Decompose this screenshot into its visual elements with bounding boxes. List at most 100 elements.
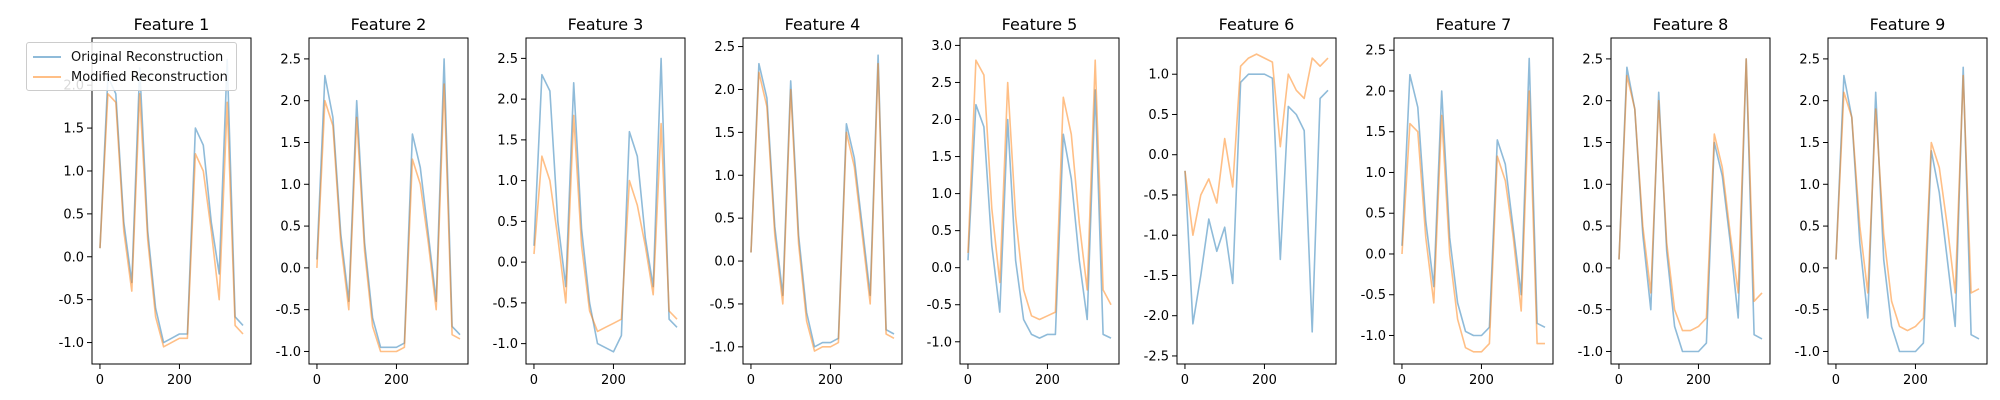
panel-7-ytick-label-5: 1.5 [1365, 125, 1386, 140]
panel-2-ytick-label-6: 2.0 [280, 94, 301, 109]
panel-3-ytick-label-4: 1.0 [497, 174, 518, 189]
panel-4-ytick-label-0: -1.0 [710, 340, 735, 355]
panel-4-ytick-label-6: 2.0 [714, 83, 735, 98]
panel-6-ytick-label-7: 1.0 [1148, 68, 1169, 83]
panel-6-ytick-label-6: 0.5 [1148, 108, 1169, 123]
panel-7-ytick-label-2: 0.0 [1365, 247, 1386, 262]
panel-3-ytick-label-6: 2.0 [497, 93, 518, 108]
panel-5-ytick-label-6: 2.0 [931, 113, 952, 128]
panel-4-xtick-label-1: 200 [818, 373, 843, 388]
panel-5: Feature 5 -1.0 -0.5 0.0 0.5 1.0 1.5 2.0 2.5 3.0 0 2… [927, 15, 1120, 388]
panel-7-series-modified-reconstruction [1401, 90, 1545, 353]
panel-1-xtick-label-1: 200 [167, 373, 192, 388]
panel-7-ytick-label-4: 1.0 [1365, 166, 1386, 181]
panel-1-series-modified-reconstruction [99, 93, 244, 348]
panel-4-xtick-label-0: 0 [747, 373, 755, 388]
panel-9-frame [1827, 37, 1988, 365]
panel-6-ytick-label-4: -0.5 [1144, 188, 1169, 203]
panel-3-xtick-label-0: 0 [530, 373, 538, 388]
panel-3: Feature 3 -1.0 -0.5 0.0 0.5 1.0 1.5 2.0 2.5 0 200 [493, 15, 686, 388]
panel-9-series-original-reconstruction [1835, 66, 1980, 353]
panel-2-ytick-label-1: -0.5 [276, 303, 301, 318]
panel-2-frame [308, 37, 469, 365]
panel-4-ytick-label-2: 0.0 [714, 255, 735, 270]
panel-5-ytick-label-5: 1.5 [931, 150, 952, 165]
panel-3-title: Feature 3 [568, 15, 644, 34]
panel-2: Feature 2 -1.0 -0.5 0.0 0.5 1.0 1.5 2.0 2.5 0 200 [276, 15, 469, 388]
panel-8-xtick-label-0: 0 [1615, 373, 1623, 388]
panel-4-ytick-label-1: -0.5 [710, 297, 735, 312]
panel-6: Feature 6 -2.5 -2.0 -1.5 -1.0 -0.5 0.0 0.5 1.0 0 2… [1144, 15, 1337, 388]
panel-7: Feature 7 -1.0 -0.5 0.0 0.5 1.0 1.5 2.0 2.5 0 200 [1361, 15, 1554, 388]
panel-1-title: Feature 1 [134, 15, 210, 34]
panel-8-ytick-label-7: 2.5 [1582, 52, 1603, 67]
panel-6-ytick-label-0: -2.5 [1144, 349, 1169, 364]
panel-4-title: Feature 4 [785, 15, 861, 34]
panel-3-ytick-label-2: 0.0 [497, 256, 518, 271]
legend: Original Reconstruction Modified Reconst… [26, 42, 237, 91]
panel-7-xtick-label-1: 200 [1469, 373, 1494, 388]
panel-1-ytick-label-2: 0.0 [63, 250, 84, 265]
panel-3-ytick-label-7: 2.5 [497, 52, 518, 67]
panel-3-series-modified-reconstruction [533, 114, 678, 333]
panel-2-ytick-label-4: 1.0 [280, 178, 301, 193]
panel-9-ytick-label-2: 0.0 [1799, 261, 1820, 276]
panel-5-series-original-reconstruction [967, 89, 1112, 339]
panel-1-xtick-label-0: 0 [96, 373, 104, 388]
panel-3-series-original-reconstruction [533, 57, 678, 353]
panel-8-ytick-label-1: -0.5 [1578, 303, 1603, 318]
legend-swatch-modified [33, 76, 61, 78]
panel-4-series-modified-reconstruction [750, 62, 895, 352]
panel-9-ytick-label-6: 2.0 [1799, 94, 1820, 109]
panel-8-frame [1610, 37, 1771, 365]
panel-5-xtick-label-1: 200 [1035, 373, 1060, 388]
panel-9-ytick-label-4: 1.0 [1799, 178, 1820, 193]
panel-3-ytick-label-0: -1.0 [493, 337, 518, 352]
panel-5-xtick-label-0: 0 [964, 373, 972, 388]
panel-2-ytick-label-7: 2.5 [280, 52, 301, 67]
panel-5-ytick-label-2: 0.0 [931, 261, 952, 276]
panel-5-ytick-label-4: 1.0 [931, 187, 952, 202]
panel-8-ytick-label-2: 0.0 [1582, 261, 1603, 276]
legend-swatch-original [33, 56, 61, 58]
panel-8-ytick-label-5: 1.5 [1582, 136, 1603, 151]
panel-2-ytick-label-5: 1.5 [280, 136, 301, 151]
panel-4-ytick-label-3: 0.5 [714, 212, 735, 227]
legend-entry-original: Original Reconstruction [33, 47, 228, 67]
panel-6-series-modified-reconstruction [1184, 53, 1329, 236]
panel-3-ytick-label-1: -0.5 [493, 296, 518, 311]
panel-6-ytick-label-1: -2.0 [1144, 309, 1169, 324]
panel-8-ytick-label-3: 0.5 [1582, 220, 1603, 235]
panel-4-frame [742, 37, 903, 365]
panel-9-title: Feature 9 [1870, 15, 1946, 34]
panel-8-xtick-label-1: 200 [1686, 373, 1711, 388]
panel-9: Feature 9 -1.0 -0.5 0.0 0.5 1.0 1.5 2.0 2.5 0 200 [1795, 15, 1988, 388]
panel-3-frame [525, 37, 686, 365]
panel-1-ytick-label-3: 0.5 [63, 207, 84, 222]
panel-5-series-modified-reconstruction [967, 59, 1112, 321]
panel-9-ytick-label-3: 0.5 [1799, 220, 1820, 235]
panel-5-ytick-label-8: 3.0 [931, 39, 952, 54]
panel-7-ytick-label-1: -0.5 [1361, 288, 1386, 303]
panel-7-ytick-label-3: 0.5 [1365, 207, 1386, 222]
panel-4-ytick-label-7: 2.5 [714, 40, 735, 55]
panel-5-ytick-label-1: -0.5 [927, 298, 952, 313]
panel-6-xtick-label-0: 0 [1181, 373, 1189, 388]
panel-5-ytick-label-7: 2.5 [931, 76, 952, 91]
panel-6-ytick-label-3: -1.0 [1144, 229, 1169, 244]
panel-3-ytick-label-3: 0.5 [497, 215, 518, 230]
panel-4-ytick-label-4: 1.0 [714, 169, 735, 184]
panel-3-xtick-label-1: 200 [601, 373, 626, 388]
panel-2-ytick-label-0: -1.0 [276, 345, 301, 360]
panel-2-title: Feature 2 [351, 15, 427, 34]
panel-8: Feature 8 -1.0 -0.5 0.0 0.5 1.0 1.5 2.0 2.5 0 200 [1578, 15, 1771, 388]
panel-3-ytick-label-5: 1.5 [497, 133, 518, 148]
panel-8-ytick-label-0: -1.0 [1578, 345, 1603, 360]
panel-6-xtick-label-1: 200 [1252, 373, 1277, 388]
panel-8-title: Feature 8 [1653, 15, 1729, 34]
panel-9-ytick-label-1: -0.5 [1795, 303, 1820, 318]
panel-9-ytick-label-0: -1.0 [1795, 345, 1820, 360]
panel-9-series-modified-reconstruction [1835, 74, 1980, 332]
panel-8-ytick-label-6: 2.0 [1582, 94, 1603, 109]
panel-8-ytick-label-4: 1.0 [1582, 178, 1603, 193]
